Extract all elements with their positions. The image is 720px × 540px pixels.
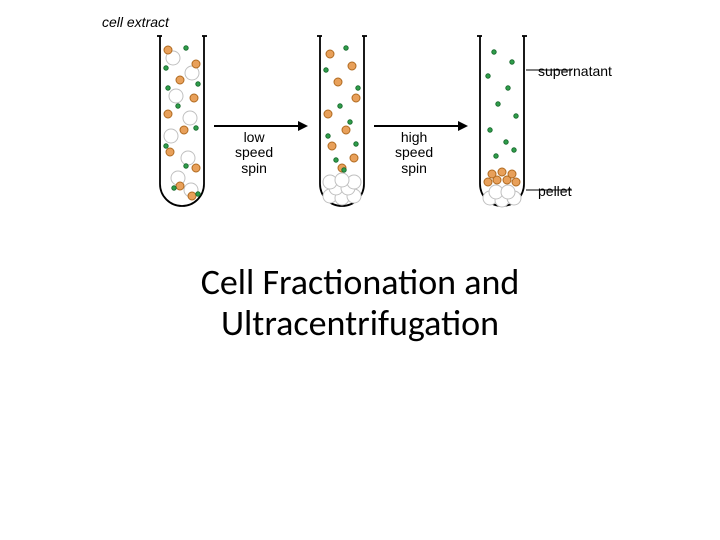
fractionation-diagram: cell extract low speed spin high speed s…: [120, 18, 620, 243]
diagram-svg: [120, 18, 620, 238]
label-pellet: pellet: [538, 183, 571, 199]
label-high-speed: high speed spin: [395, 130, 433, 176]
label-cell-extract: cell extract: [102, 14, 169, 30]
slide: cell extract low speed spin high speed s…: [0, 0, 720, 540]
slide-title: Cell Fractionation and Ultracentrifugati…: [0, 262, 720, 345]
title-line1: Cell Fractionation and: [201, 260, 520, 304]
label-low-speed: low speed spin: [235, 130, 273, 176]
title-line2: Ultracentrifugation: [221, 301, 499, 345]
label-supernatant: supernatant: [538, 63, 612, 79]
